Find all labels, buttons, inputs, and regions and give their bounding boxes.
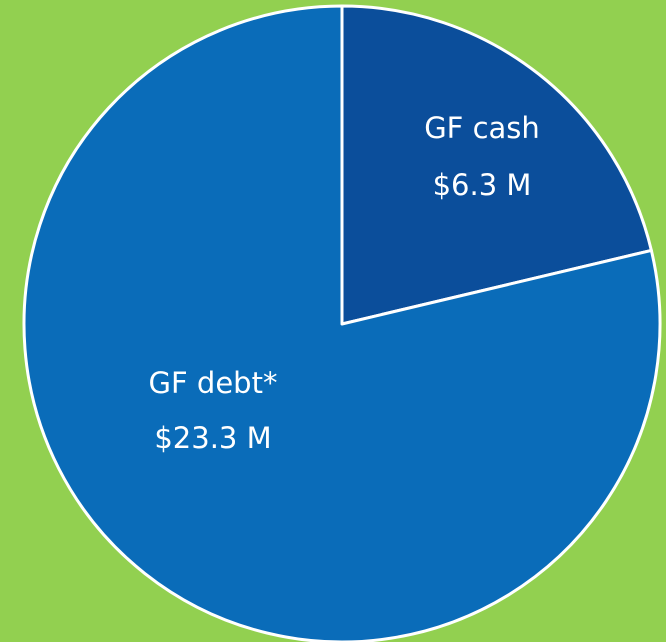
slice-label: GF cash (424, 111, 540, 145)
slice-value-label: $6.3 M (433, 168, 532, 202)
slice-label: GF debt* (149, 366, 278, 400)
pie-slice (22, 4, 662, 642)
pie-slice (340, 4, 653, 326)
slice-value-label: $23.3 M (154, 421, 271, 455)
